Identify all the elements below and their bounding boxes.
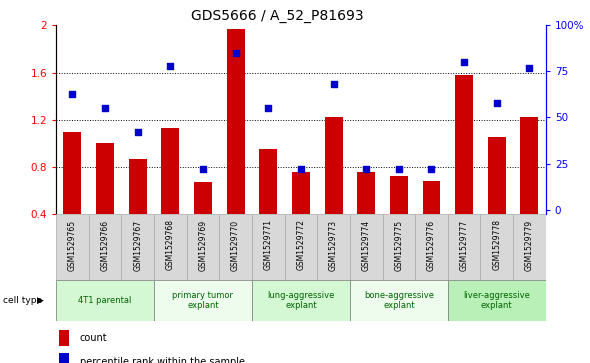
Point [296,166,306,172]
Point [198,166,208,172]
Text: liver-aggressive
explant: liver-aggressive explant [463,291,530,310]
Bar [292,172,310,214]
Text: GSM1529769: GSM1529769 [198,219,208,270]
Bar [154,214,186,280]
Point [460,59,469,65]
Point [231,50,240,56]
Bar [122,214,154,280]
Bar [448,214,480,280]
Bar [227,29,245,214]
Bar [59,330,69,346]
Point [394,166,404,172]
Text: GSM1529778: GSM1529778 [492,219,502,270]
Text: GSM1529777: GSM1529777 [460,219,468,270]
Text: GSM1529766: GSM1529766 [100,219,110,270]
Text: GSM1529767: GSM1529767 [133,219,142,270]
Bar [129,159,147,214]
Text: bone-aggressive
explant: bone-aggressive explant [364,291,434,310]
Point [100,105,110,111]
Bar [415,214,448,280]
Text: GSM1529765: GSM1529765 [68,219,77,270]
Bar [448,280,546,321]
Text: GSM1529776: GSM1529776 [427,219,436,270]
Text: GSM1529773: GSM1529773 [329,219,338,270]
Point [166,63,175,69]
Bar [520,118,539,214]
Bar [252,214,284,280]
Bar [488,138,506,214]
Text: primary tumor
explant: primary tumor explant [172,291,234,310]
Bar [324,118,343,214]
Bar [422,181,441,214]
Point [133,129,142,135]
Bar [350,214,382,280]
Text: GSM1529768: GSM1529768 [166,219,175,270]
Text: percentile rank within the sample: percentile rank within the sample [80,357,245,363]
Point [264,105,273,111]
Bar [154,280,252,321]
Text: GSM1529770: GSM1529770 [231,219,240,270]
Bar [455,75,473,214]
Bar [390,176,408,214]
Bar [513,214,546,280]
Point [525,65,534,71]
Text: GSM1529772: GSM1529772 [296,219,306,270]
Bar [96,143,114,214]
Point [68,91,77,97]
Bar [219,214,252,280]
Text: GSM1529779: GSM1529779 [525,219,534,270]
Bar [56,280,154,321]
Text: GDS5666 / A_52_P81693: GDS5666 / A_52_P81693 [191,9,363,23]
Text: GSM1529774: GSM1529774 [362,219,371,270]
Bar [56,214,88,280]
Bar [186,214,219,280]
Bar [161,128,179,214]
Bar [480,214,513,280]
Text: cell type: cell type [3,296,42,305]
Point [427,166,436,172]
Text: ▶: ▶ [37,296,44,305]
Text: GSM1529771: GSM1529771 [264,219,273,270]
Text: count: count [80,333,107,343]
Bar [252,280,350,321]
Text: 4T1 parental: 4T1 parental [78,296,132,305]
Bar [357,172,375,214]
Bar [259,149,277,214]
Point [492,100,502,106]
Bar [88,214,122,280]
Bar [59,353,69,363]
Point [362,166,371,172]
Text: GSM1529775: GSM1529775 [394,219,404,270]
Point [329,81,338,87]
Text: lung-aggressive
explant: lung-aggressive explant [267,291,335,310]
Bar [194,182,212,214]
Bar [350,280,448,321]
Bar [317,214,350,280]
Bar [382,214,415,280]
Bar [284,214,317,280]
Bar [63,132,81,214]
